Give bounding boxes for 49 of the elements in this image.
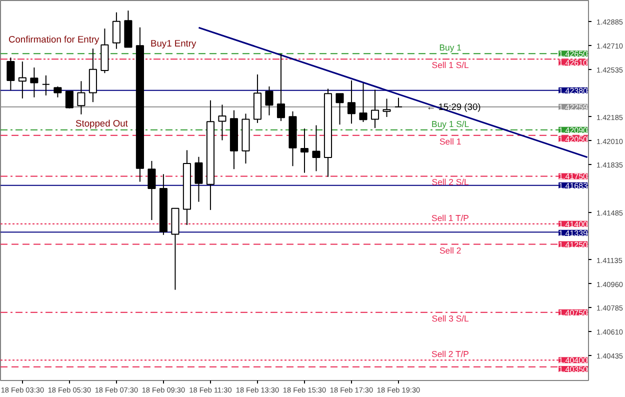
ref-line-label: Sell 1 S/L bbox=[432, 60, 470, 70]
annotation: 1.40350 bbox=[558, 365, 588, 374]
candlestick bbox=[382, 98, 391, 118]
candlestick bbox=[336, 93, 344, 126]
candlestick bbox=[18, 61, 26, 99]
candlestick bbox=[359, 82, 368, 122]
annotation: 1.41250 bbox=[558, 240, 588, 250]
candlestick bbox=[65, 90, 74, 109]
candlestick bbox=[300, 128, 309, 174]
annotation: 1.40750 bbox=[558, 308, 588, 318]
candlestick bbox=[6, 57, 15, 91]
candlestick bbox=[112, 12, 120, 50]
annotation: 1.41339 bbox=[558, 228, 588, 238]
annotation: Buy1 Entry bbox=[150, 38, 196, 48]
annotation: 1.42259 bbox=[558, 102, 588, 112]
annotation: 1.41683 bbox=[558, 181, 588, 190]
candlestick bbox=[148, 160, 156, 221]
ref-line-label: Buy 1 S/L bbox=[432, 118, 470, 129]
ref-line-label: Buy 1 bbox=[439, 42, 462, 53]
annotation: 1.42050 bbox=[558, 134, 588, 144]
candlestick bbox=[265, 86, 274, 116]
candlestick bbox=[77, 80, 86, 115]
ref-line-label: Sell 1 T/P bbox=[432, 212, 470, 223]
ref-line-label: Sell 3 S/L bbox=[432, 313, 470, 324]
annotation: Stopped Out bbox=[76, 118, 128, 128]
annotation: ← 15:29 (30) bbox=[426, 102, 481, 112]
annotation: 1.41400 bbox=[558, 220, 588, 229]
annotation: 1.42610 bbox=[558, 58, 588, 68]
annotation: 1.40400 bbox=[558, 356, 588, 366]
annotation: 1.42380 bbox=[558, 86, 588, 96]
candlestick bbox=[370, 89, 380, 128]
annotation: 1.41750 bbox=[558, 172, 588, 182]
candlestick bbox=[54, 86, 62, 98]
ref-line-label: Sell 2 T/P bbox=[432, 349, 470, 360]
ref-line-label: Sell 2 bbox=[439, 245, 462, 256]
candlestick bbox=[30, 67, 38, 98]
candlestick bbox=[347, 80, 356, 124]
annotation: Confirmation for Entry bbox=[8, 34, 100, 44]
ref-line-label: Sell 2 S/L bbox=[432, 177, 470, 188]
candlestick bbox=[312, 124, 320, 172]
candlestick bbox=[276, 53, 286, 122]
candlestick bbox=[194, 156, 203, 202]
candlestick bbox=[88, 48, 97, 103]
annotation: 1.42650 bbox=[558, 50, 588, 59]
candlestick bbox=[218, 104, 226, 141]
candlestick bbox=[394, 97, 403, 108]
ref-line-label: Sell 1 bbox=[439, 136, 462, 146]
annotation: 1.42090 bbox=[558, 126, 588, 135]
candlestick bbox=[42, 74, 50, 96]
